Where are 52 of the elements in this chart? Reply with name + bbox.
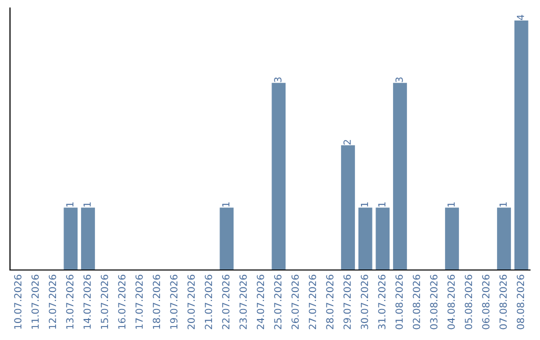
bar — [220, 208, 234, 270]
x-tick-label: 29.07.2026 — [343, 274, 351, 330]
x-tick-label: 19.07.2026 — [170, 274, 178, 329]
bar — [272, 82, 286, 270]
data-label: 1 — [66, 202, 74, 207]
x-tick-label: 28.07.2026 — [326, 274, 334, 330]
bar — [358, 208, 372, 270]
x-tick-label: 27.07.2026 — [308, 274, 316, 330]
data-label: 3 — [274, 77, 282, 82]
data-label: 1 — [378, 202, 386, 207]
x-tick-label: 18.07.2026 — [152, 274, 160, 329]
bar — [81, 208, 95, 270]
x-tick-label: 05.08.2026 — [464, 274, 472, 330]
bar — [393, 82, 407, 270]
x-tick-label: 16.07.2026 — [118, 274, 126, 329]
bar — [497, 208, 511, 270]
x-tick-label: 11.07.2026 — [31, 274, 39, 329]
data-label: 1 — [500, 202, 507, 207]
x-tick-label: 13.07.2026 — [66, 274, 74, 329]
bar — [64, 208, 78, 270]
x-tick-label: 25.07.2026 — [274, 274, 282, 330]
x-tick-label: 12.07.2026 — [48, 274, 56, 329]
bar — [376, 208, 390, 270]
x-tick-label: 04.08.2026 — [447, 274, 455, 330]
data-label: 3 — [395, 77, 403, 82]
x-tick-label: 10.07.2026 — [14, 274, 22, 329]
x-tick-label: 06.08.2026 — [482, 274, 490, 330]
data-label: 1 — [84, 202, 91, 207]
bar — [514, 20, 528, 270]
bar — [445, 208, 459, 270]
x-tick-label: 08.08.2026 — [516, 274, 524, 330]
data-label: 1 — [222, 202, 230, 207]
x-tick-label: 24.07.2026 — [256, 274, 264, 330]
data-label: 2 — [343, 140, 351, 145]
x-tick-label: 26.07.2026 — [291, 274, 299, 330]
data-label: 1 — [360, 202, 368, 207]
x-tick-label: 15.07.2026 — [100, 274, 108, 329]
x-tick-label: 20.07.2026 — [187, 274, 195, 330]
x-tick-label: 23.07.2026 — [239, 274, 247, 330]
data-label: 4 — [516, 14, 524, 20]
x-tick-label: 14.07.2026 — [83, 274, 91, 329]
x-tick-label: 30.07.2026 — [360, 274, 368, 330]
x-tick-label: 21.07.2026 — [204, 274, 212, 330]
x-tick-label: 01.08.2026 — [395, 274, 403, 330]
x-tick-label: 22.07.2026 — [222, 274, 230, 330]
data-label: 1 — [448, 202, 455, 207]
bar — [341, 145, 355, 270]
x-tick-label: 17.07.2026 — [135, 274, 143, 329]
x-tick-label: 07.08.2026 — [499, 274, 507, 330]
x-tick-label: 31.07.2026 — [378, 274, 386, 330]
x-tick-label: 02.08.2026 — [412, 274, 420, 330]
x-tick-label: 03.08.2026 — [430, 274, 438, 330]
